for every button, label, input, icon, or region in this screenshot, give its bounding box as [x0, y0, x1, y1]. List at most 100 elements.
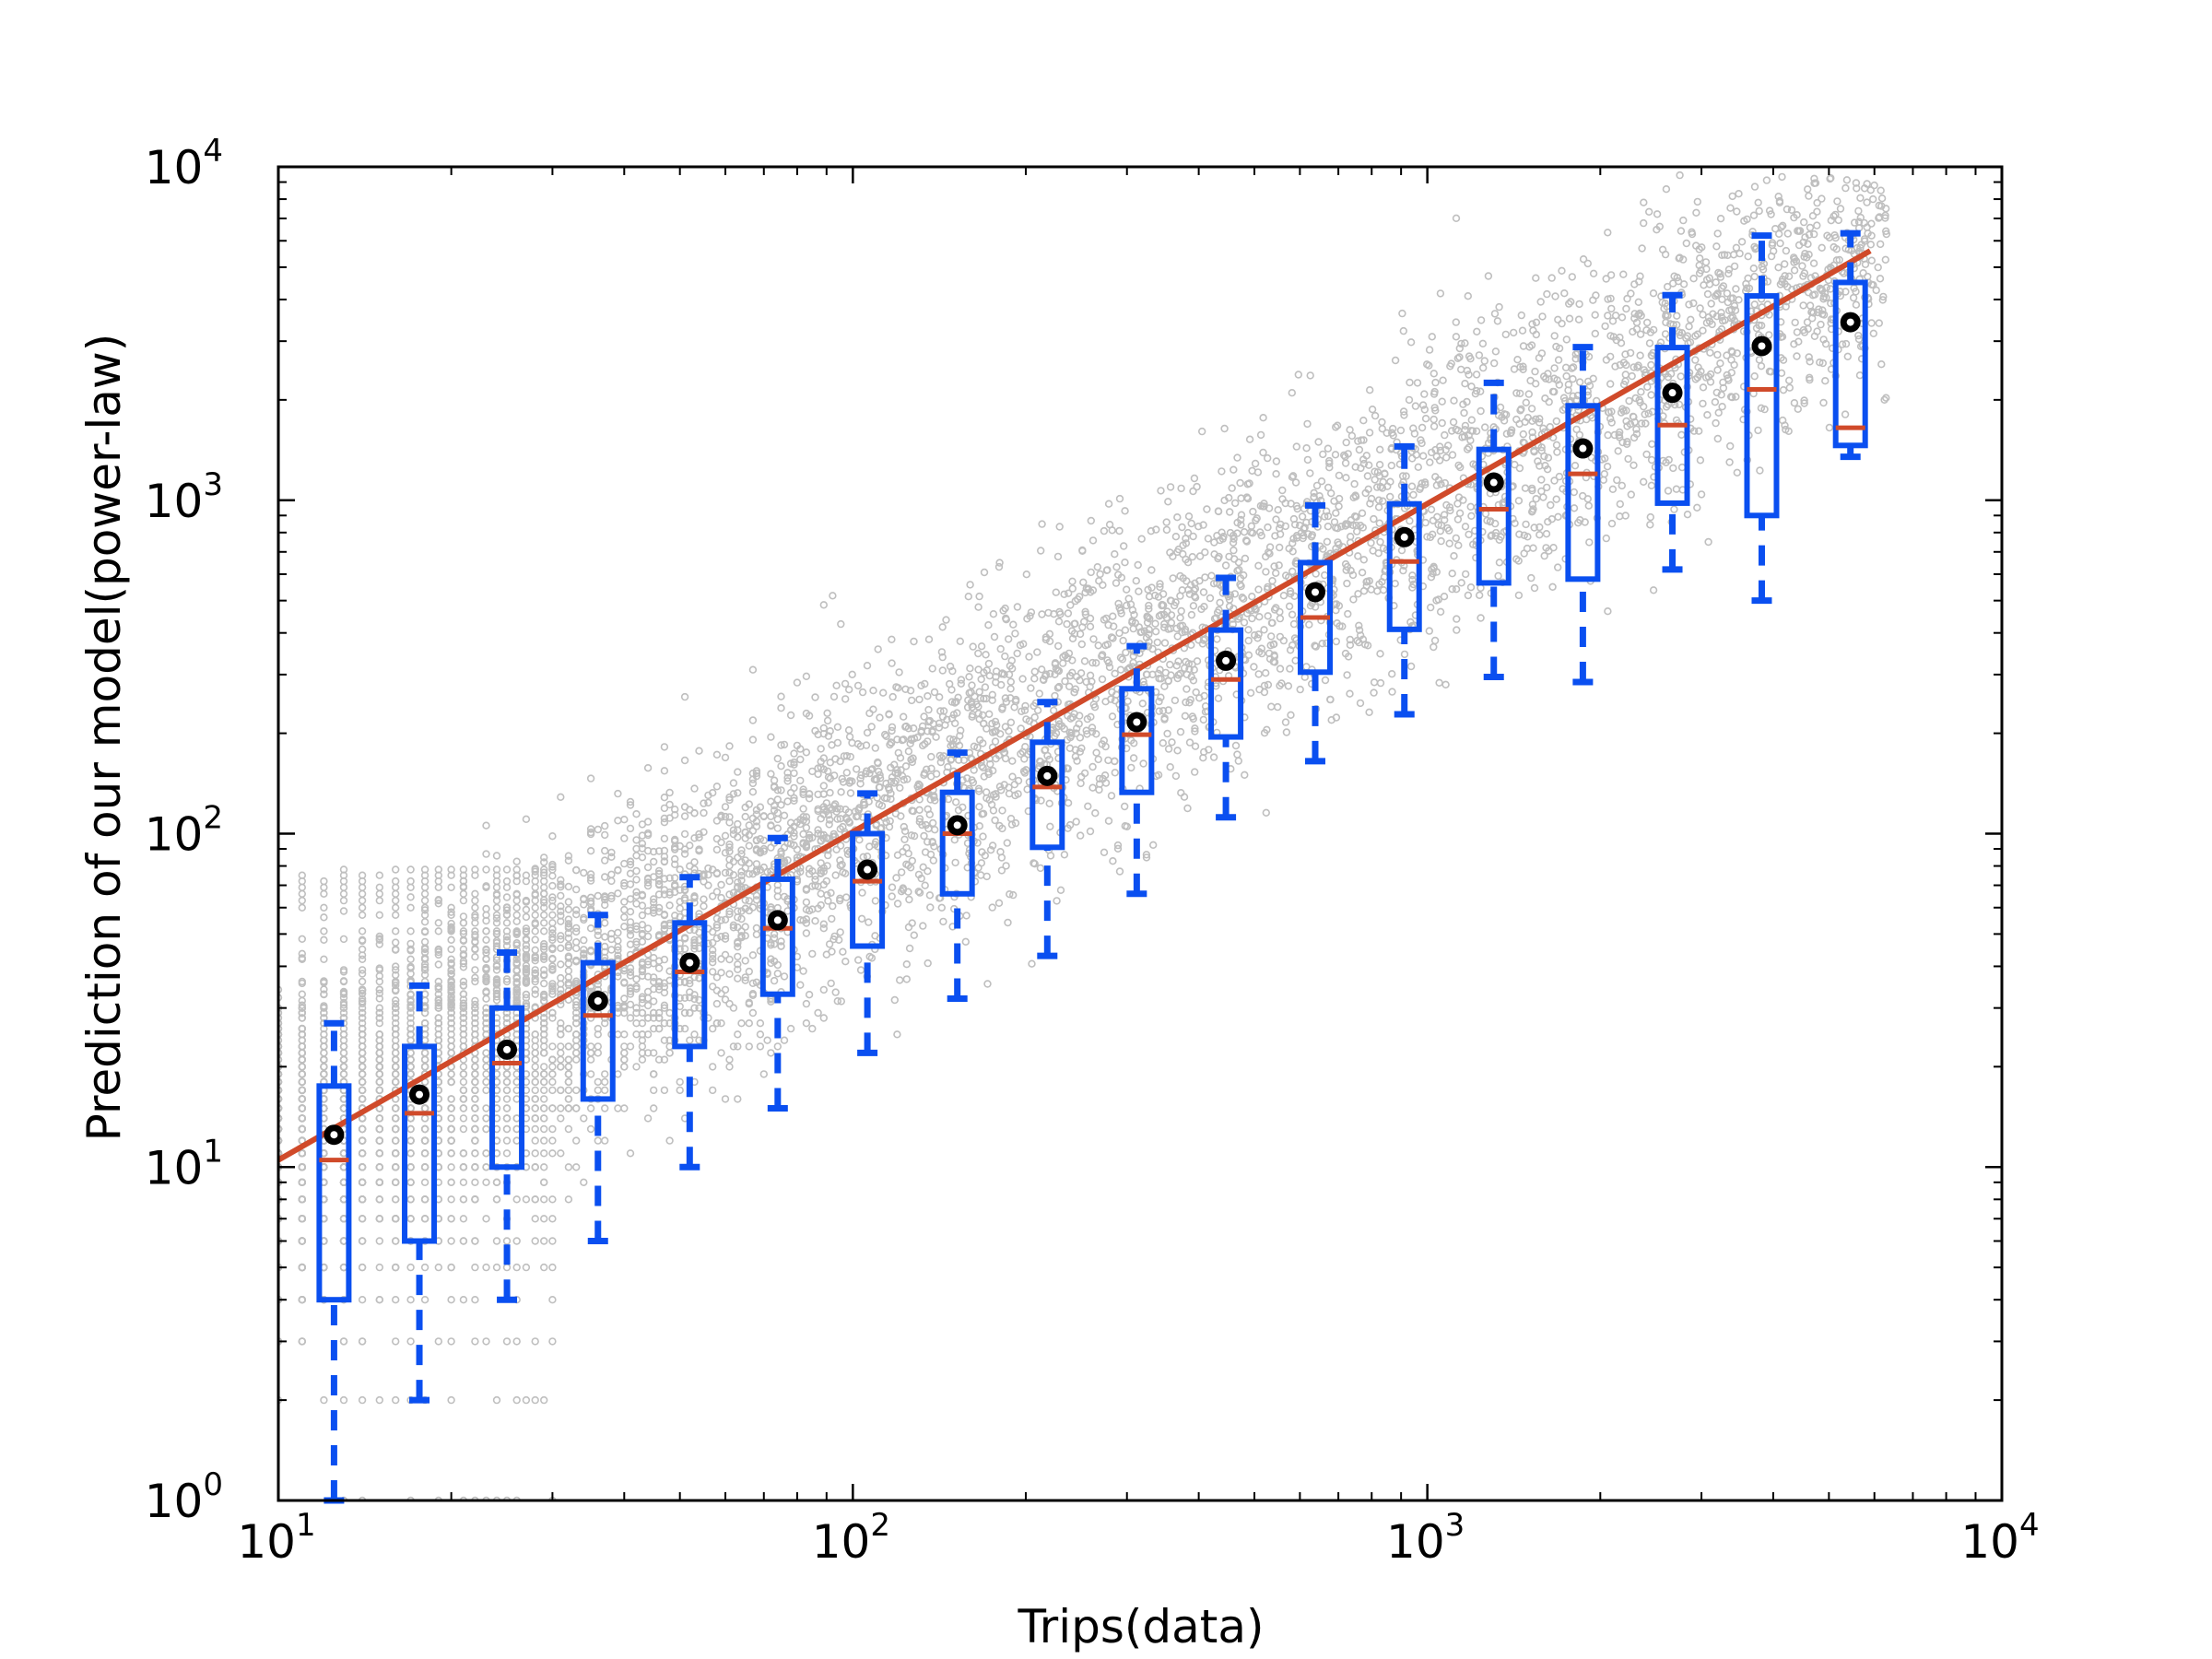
- scatter-point: [1167, 618, 1176, 627]
- scatter-point: [725, 840, 734, 849]
- scatter-point: [1191, 724, 1199, 733]
- scatter-point: [1271, 569, 1280, 577]
- scatter-point: [773, 795, 782, 804]
- scatter-point: [1618, 481, 1627, 490]
- scatter-point: [626, 797, 635, 806]
- scatter-point: [1606, 271, 1616, 279]
- scatter-point: [522, 994, 531, 1002]
- scatter-point: [817, 745, 825, 753]
- scatter-point: [1370, 514, 1378, 524]
- scatter-point: [1333, 421, 1342, 429]
- scatter-point: [1696, 456, 1705, 465]
- scatter-point: [1152, 525, 1160, 534]
- scatter-point: [737, 858, 746, 866]
- scatter-point: [1375, 461, 1384, 469]
- scatter-point: [802, 748, 811, 757]
- scatter-point: [927, 752, 935, 761]
- scatter-point: [856, 966, 865, 974]
- scatter-point: [741, 957, 749, 965]
- scatter-point: [1726, 204, 1735, 212]
- scatter-point: [557, 1104, 565, 1112]
- scatter-point: [1712, 278, 1720, 287]
- scatter-point: [1054, 618, 1064, 626]
- scatter-point: [1064, 589, 1073, 597]
- scatter-point: [1464, 591, 1473, 600]
- scatter-point: [1754, 198, 1762, 207]
- scatter-point: [888, 892, 896, 900]
- scatter-point: [1184, 512, 1194, 521]
- scatter-point: [392, 996, 400, 1005]
- scatter-point: [1514, 591, 1524, 600]
- scatter-point: [1472, 371, 1481, 379]
- scatter-point: [1418, 452, 1428, 460]
- scatter-point: [660, 818, 669, 827]
- scatter-point: [1156, 580, 1164, 588]
- scatter-point: [1365, 708, 1373, 716]
- scatter-point: [1552, 441, 1561, 449]
- scatter-point: [614, 1104, 622, 1112]
- scatter-point: [1248, 592, 1256, 601]
- scatter-point: [600, 942, 609, 951]
- scatter-point: [1408, 571, 1417, 580]
- scatter-point: [1109, 622, 1118, 630]
- scatter-point: [1407, 482, 1417, 490]
- scatter-point: [1164, 498, 1172, 506]
- scatter-point: [1244, 636, 1253, 645]
- scatter-point: [1079, 578, 1088, 586]
- scatter-point: [704, 791, 712, 800]
- scatter-point: [1706, 348, 1714, 357]
- scatter-point: [721, 812, 730, 821]
- scatter-point: [1606, 380, 1615, 388]
- scatter-point: [695, 747, 703, 755]
- scatter-point: [1790, 266, 1799, 275]
- scatter-point: [1737, 238, 1747, 246]
- scatter-point: [1303, 419, 1312, 429]
- scatter-point: [1515, 530, 1524, 538]
- scatter-point: [649, 977, 658, 986]
- scatter-point: [1569, 375, 1577, 383]
- scatter-point: [539, 979, 548, 988]
- scatter-point: [759, 812, 768, 821]
- scatter-point: [1601, 322, 1609, 331]
- scatter-point: [1724, 298, 1733, 307]
- scatter-point: [1368, 406, 1377, 414]
- scatter-point: [1793, 352, 1801, 360]
- scatter-point: [1199, 636, 1208, 644]
- scatter-point: [901, 762, 911, 771]
- scatter-point: [1220, 424, 1229, 433]
- scatter-point: [721, 803, 730, 811]
- scatter-point: [1025, 653, 1033, 661]
- scatter-point: [482, 1178, 490, 1187]
- scatter-point: [1127, 763, 1135, 772]
- scatter-point: [819, 924, 828, 933]
- scatter-point: [1021, 701, 1030, 711]
- scatter-point: [1695, 254, 1704, 263]
- scatter-point: [725, 818, 734, 827]
- scatter-point: [557, 880, 565, 888]
- scatter-point: [957, 679, 966, 688]
- scatter-point: [741, 976, 749, 984]
- scatter-point: [649, 898, 658, 907]
- scatter-point: [725, 999, 734, 1008]
- scatter-point: [1105, 663, 1114, 672]
- scatter-point: [1863, 198, 1871, 206]
- scatter-point: [548, 933, 557, 942]
- scatter-point: [1465, 443, 1474, 452]
- scatter-point: [729, 779, 738, 787]
- scatter-point: [632, 1063, 641, 1071]
- scatter-point: [777, 761, 785, 771]
- scatter-point: [1760, 405, 1769, 414]
- scatter-point: [482, 1063, 490, 1071]
- scatter-point: [1782, 246, 1791, 255]
- scatter-point: [700, 799, 708, 807]
- scatter-point: [1662, 185, 1671, 194]
- scatter-point: [745, 821, 753, 830]
- scatter-point: [1246, 688, 1255, 697]
- scatter-point: [1543, 289, 1551, 299]
- scatter-point: [745, 870, 753, 878]
- scatter-point: [1230, 499, 1240, 508]
- scatter-point: [1005, 670, 1014, 679]
- scatter-point: [1169, 574, 1177, 582]
- scatter-point: [1236, 478, 1244, 488]
